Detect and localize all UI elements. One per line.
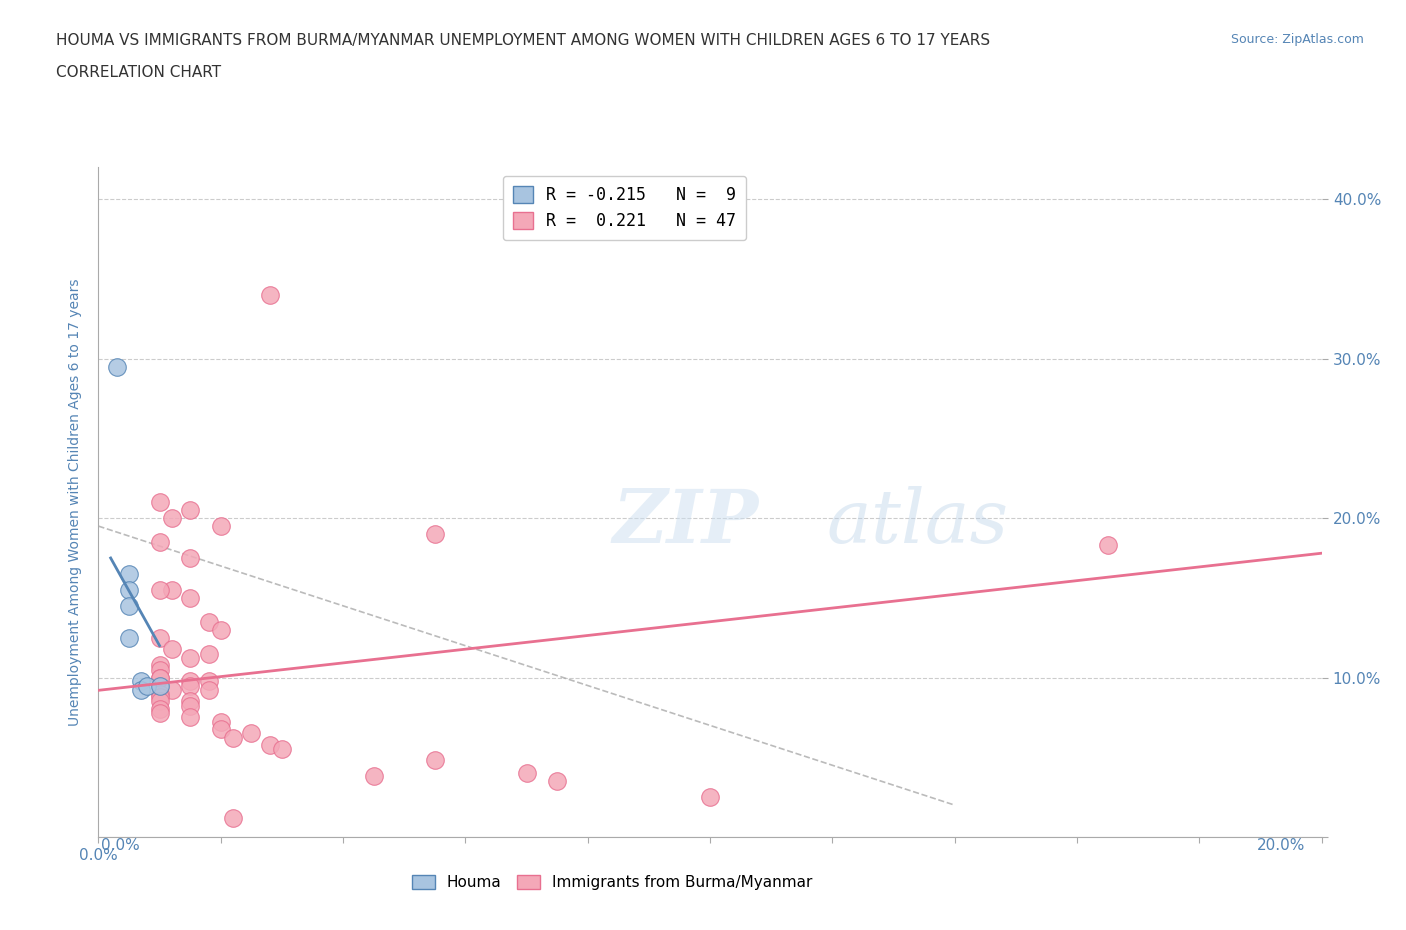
- Point: [423, 526, 446, 541]
- Point: [149, 662, 172, 677]
- Point: [149, 582, 172, 597]
- Point: [699, 790, 721, 804]
- Point: [546, 774, 568, 789]
- Y-axis label: Unemployment Among Women with Children Ages 6 to 17 years: Unemployment Among Women with Children A…: [69, 278, 83, 726]
- Point: [209, 715, 232, 730]
- Point: [129, 673, 152, 688]
- Point: [259, 287, 281, 302]
- Point: [240, 726, 263, 741]
- Point: [160, 582, 183, 597]
- Point: [149, 689, 172, 704]
- Point: [179, 710, 201, 724]
- Point: [118, 566, 141, 581]
- Point: [270, 742, 292, 757]
- Point: [149, 694, 172, 709]
- Point: [516, 765, 538, 780]
- Point: [197, 615, 219, 630]
- Point: [1097, 538, 1119, 552]
- Point: [149, 671, 172, 685]
- Point: [149, 631, 172, 645]
- Point: [105, 359, 128, 374]
- Point: [197, 673, 219, 688]
- Point: [179, 678, 201, 693]
- Point: [423, 753, 446, 768]
- Point: [209, 519, 232, 534]
- Point: [160, 642, 183, 657]
- Point: [179, 694, 201, 709]
- Text: HOUMA VS IMMIGRANTS FROM BURMA/MYANMAR UNEMPLOYMENT AMONG WOMEN WITH CHILDREN AG: HOUMA VS IMMIGRANTS FROM BURMA/MYANMAR U…: [56, 33, 990, 47]
- Point: [179, 651, 201, 666]
- Point: [160, 511, 183, 525]
- Text: ZIP: ZIP: [612, 486, 758, 559]
- Point: [149, 686, 172, 701]
- Point: [179, 503, 201, 518]
- Point: [118, 598, 141, 613]
- Point: [197, 683, 219, 698]
- Point: [118, 582, 141, 597]
- Point: [118, 631, 141, 645]
- Point: [160, 683, 183, 698]
- Text: Source: ZipAtlas.com: Source: ZipAtlas.com: [1230, 33, 1364, 46]
- Point: [222, 810, 245, 825]
- Point: [179, 673, 201, 688]
- Point: [136, 678, 159, 693]
- Point: [149, 658, 172, 672]
- Point: [149, 671, 172, 685]
- Point: [149, 535, 172, 550]
- Point: [259, 737, 281, 752]
- Point: [209, 622, 232, 637]
- Point: [209, 721, 232, 736]
- Text: 0.0%: 0.0%: [101, 838, 141, 853]
- Point: [149, 678, 172, 693]
- Point: [149, 702, 172, 717]
- Legend: Houma, Immigrants from Burma/Myanmar: Houma, Immigrants from Burma/Myanmar: [406, 869, 818, 897]
- Text: 20.0%: 20.0%: [1257, 838, 1305, 853]
- Point: [149, 705, 172, 720]
- Point: [129, 683, 152, 698]
- Text: CORRELATION CHART: CORRELATION CHART: [56, 65, 221, 80]
- Point: [179, 551, 201, 565]
- Point: [149, 495, 172, 510]
- Point: [222, 731, 245, 746]
- Point: [179, 591, 201, 605]
- Point: [197, 646, 219, 661]
- Point: [179, 698, 201, 713]
- Text: atlas: atlas: [827, 486, 1008, 559]
- Point: [363, 769, 385, 784]
